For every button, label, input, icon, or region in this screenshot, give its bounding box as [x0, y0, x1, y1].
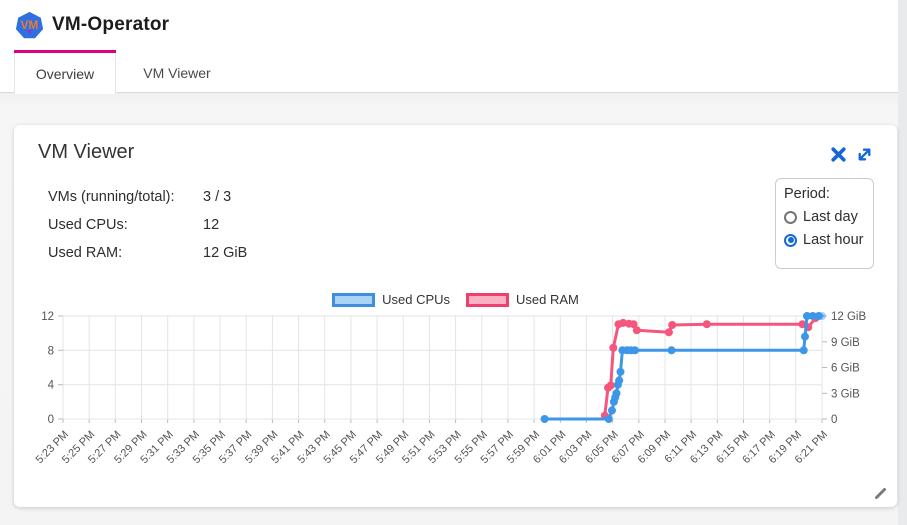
legend-label-used-cpus: Used CPUs: [382, 292, 451, 307]
app-title: VM-Operator: [52, 14, 170, 35]
panel-title: VM Viewer: [38, 141, 135, 163]
stat-ram: Used RAM: 12 GiB: [48, 245, 247, 261]
svg-text:12 GiB: 12 GiB: [831, 311, 866, 323]
svg-text:8: 8: [48, 345, 54, 357]
legend-swatch-used-cpus: [332, 292, 376, 307]
usage-chart: 5:23 PM5:25 PM5:27 PM5:29 PM5:31 PM5:33 …: [34, 311, 867, 466]
stat-cpus-label: Used CPUs:: [48, 217, 128, 233]
period-option-last-hour-label: Last hour: [803, 232, 864, 248]
stat-vms: VMs (running/total): 3 / 3: [48, 189, 231, 205]
expand-icon[interactable]: [856, 146, 873, 163]
vm-viewer-panel: VM Viewer VMs (running/total): 3 / 3 Use…: [14, 125, 897, 507]
svg-text:0: 0: [831, 414, 837, 426]
period-option-last-hour[interactable]: Last hour: [784, 232, 865, 248]
period-label: Period:: [784, 186, 830, 202]
stat-cpus-value: 12: [203, 217, 220, 233]
svg-text:VM: VM: [21, 19, 39, 32]
radio-last-day[interactable]: [784, 210, 797, 224]
period-option-last-day[interactable]: Last day: [784, 209, 865, 225]
svg-text:6 GiB: 6 GiB: [831, 363, 860, 375]
svg-text:12: 12: [41, 311, 54, 323]
active-tab-indicator: [14, 50, 116, 53]
app-header: VM VM-Operator: [0, 0, 898, 50]
svg-text:9 GiB: 9 GiB: [831, 337, 860, 349]
radio-last-hour[interactable]: [784, 233, 797, 247]
stat-vms-label: VMs (running/total):: [48, 189, 175, 205]
tab-overview-label: Overview: [35, 65, 95, 82]
legend-swatch-used-ram: [466, 292, 510, 307]
svg-text:0: 0: [48, 414, 54, 426]
tab-vm-viewer[interactable]: VM Viewer: [116, 53, 238, 93]
chart-legend: Used CPUs Used RAM: [14, 292, 897, 307]
stat-vms-value: 3 / 3: [203, 189, 232, 205]
stat-ram-label: Used RAM:: [48, 245, 123, 261]
tab-vm-viewer-label: VM Viewer: [143, 65, 211, 81]
close-icon[interactable]: [830, 146, 847, 163]
tab-bar: [0, 53, 898, 93]
legend-label-used-ram: Used RAM: [516, 292, 579, 307]
vm-operator-logo-icon: VM: [15, 11, 44, 39]
panel-actions: [830, 146, 873, 163]
period-option-last-day-label: Last day: [803, 209, 858, 225]
svg-text:3 GiB: 3 GiB: [831, 388, 860, 400]
legend-item-used-cpus: Used CPUs: [332, 292, 450, 307]
tab-overview[interactable]: Overview: [14, 53, 116, 94]
stat-ram-value: 12 GiB: [203, 245, 248, 261]
resize-handle[interactable]: [873, 486, 888, 501]
legend-item-used-ram: Used RAM: [466, 292, 579, 307]
stat-cpus: Used CPUs: 12: [48, 217, 219, 233]
page-gutter: [898, 0, 907, 525]
svg-text:4: 4: [48, 380, 55, 392]
chart-container: 5:23 PM 5:25 PM 5:27 PM 5:29 PM 5:31 PM 5:33 …: [20, 308, 890, 484]
period-selector: Period: Last day Last hour: [775, 178, 874, 269]
